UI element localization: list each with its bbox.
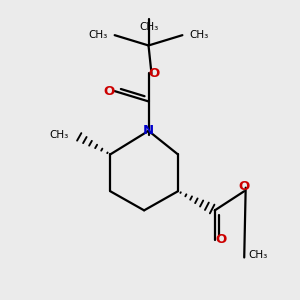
Text: CH₃: CH₃	[49, 130, 68, 140]
Text: N: N	[143, 124, 154, 137]
Text: O: O	[148, 67, 160, 80]
Text: O: O	[238, 180, 250, 193]
Text: CH₃: CH₃	[249, 250, 268, 260]
Text: O: O	[215, 233, 226, 246]
Text: O: O	[103, 85, 114, 98]
Text: CH₃: CH₃	[88, 30, 107, 40]
Text: CH₃: CH₃	[190, 30, 209, 40]
Text: CH₃: CH₃	[139, 22, 158, 32]
